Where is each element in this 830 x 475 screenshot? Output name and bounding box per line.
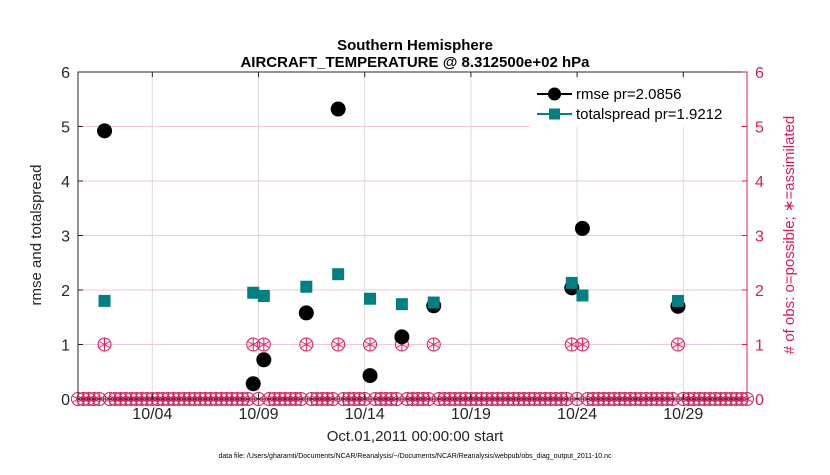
totalspread-point: [576, 289, 589, 302]
obs-assimilated-marker-stroke: [332, 341, 344, 348]
obs-assimilated-marker-stroke: [672, 341, 684, 348]
x-tick-label: 10/14: [345, 406, 385, 423]
y-right-tick-label: 1: [755, 338, 764, 355]
obs-possible-marker: [331, 337, 346, 352]
rmse-point: [256, 352, 272, 368]
y-tick-label: 6: [61, 65, 70, 82]
obs-assimilated-marker-stroke: [576, 341, 588, 348]
footnote: data file: /Users/gharamti/Documents/NCA…: [218, 453, 612, 460]
y-right-tick-label: 0: [755, 392, 764, 409]
obs-assimilated-marker-stroke: [99, 341, 110, 348]
legend-rmse-marker: [548, 87, 561, 101]
y-tick-label: 4: [61, 174, 70, 191]
obs-possible-marker: [97, 337, 112, 352]
obs-assimilated-marker: [300, 338, 312, 351]
totalspread-point: [98, 294, 111, 307]
rmse-point: [97, 123, 113, 139]
totalspread-point: [247, 286, 260, 299]
obs-possible-marker: [670, 337, 685, 352]
x-tick-label: 10/19: [451, 406, 491, 423]
y-right-tick-label: 4: [755, 174, 764, 191]
rmse-point: [330, 101, 346, 117]
totalspread-point: [427, 296, 440, 309]
y-tick-label: 0: [61, 392, 70, 409]
y-tick-label: 1: [61, 338, 70, 355]
totalspread-point: [257, 289, 270, 302]
legend-totalspread-label: totalspread pr=1.9212: [576, 106, 722, 123]
y-right-tick-label: 2: [755, 283, 764, 300]
chart-title-line2: AIRCRAFT_TEMPERATURE @ 8.312500e+02 hPa: [240, 54, 590, 71]
obs-assimilated-marker: [99, 338, 110, 351]
y-right-tick-label: 3: [755, 229, 764, 246]
x-tick-label: 10/29: [663, 406, 703, 423]
rmse-point: [245, 376, 261, 392]
obs-assimilated-marker: [576, 338, 588, 351]
y-right-tick-label: 5: [755, 120, 764, 137]
obs-assimilated-marker-stroke: [258, 341, 270, 348]
x-tick-label: 10/04: [132, 406, 172, 423]
x-tick-label: 10/09: [239, 406, 279, 423]
tick-layer: 10/04 10/09 10/14 10/19 10/24 10/29 0 1 2 3 4 5 6 0 1 2…: [61, 65, 764, 423]
obs-assimilated-marker: [332, 338, 344, 351]
legend-box: [530, 79, 740, 127]
totalspread-point: [565, 276, 578, 289]
obs-assimilated-marker-stroke: [566, 341, 578, 348]
legend-totalspread-marker: [549, 108, 560, 120]
obs-possible-marker: [363, 337, 378, 352]
rmse-point: [362, 368, 378, 384]
obs-assimilated-marker: [566, 338, 578, 351]
totalspread-point: [364, 292, 377, 305]
y-tick-label: 2: [61, 283, 70, 300]
obs-possible-marker: [575, 337, 590, 352]
y-tick-label: 3: [61, 229, 70, 246]
y-right-tick-label: 6: [755, 65, 764, 82]
obs-assimilated-marker: [258, 338, 270, 351]
rmse-point: [574, 220, 590, 236]
totalspread-point: [395, 298, 408, 311]
x-axis-label: Oct.01,2011 00:00:00 start: [327, 428, 504, 445]
obs-possible-marker: [299, 337, 314, 352]
obs-assimilated-marker-stroke: [364, 341, 376, 348]
legend: rmse pr=2.0856 totalspread pr=1.9212: [530, 79, 740, 127]
chart-title-line1: Southern Hemisphere: [337, 37, 493, 54]
obs-assimilated-marker-stroke: [300, 341, 312, 348]
obs-assimilated-marker: [428, 338, 440, 351]
x-tick-label: 10/24: [557, 406, 597, 423]
totalspread-point: [300, 280, 313, 293]
obs-possible-marker: [256, 337, 271, 352]
y-axis-label-right: # of obs: o=possible; ∗=assimilated: [781, 116, 798, 355]
totalspread-point: [671, 294, 684, 307]
series-layer: [97, 101, 686, 392]
obs-possible-marker: [426, 337, 441, 352]
obs-assimilated-marker-stroke: [247, 341, 259, 348]
y-tick-label: 5: [61, 120, 70, 137]
obs-assimilated-marker-stroke: [428, 341, 440, 348]
totalspread-point: [332, 268, 345, 281]
obs-possible-marker: [564, 337, 579, 352]
obs-possible-marker: [246, 337, 261, 352]
obs-assimilated-marker: [247, 338, 259, 351]
legend-rmse-label: rmse pr=2.0856: [576, 86, 681, 103]
obs-assimilated-marker: [364, 338, 376, 351]
rmse-point: [394, 329, 410, 345]
obs-assimilated-marker: [672, 338, 684, 351]
y-axis-label: rmse and totalspread: [28, 165, 45, 306]
rmse-point: [298, 305, 314, 321]
